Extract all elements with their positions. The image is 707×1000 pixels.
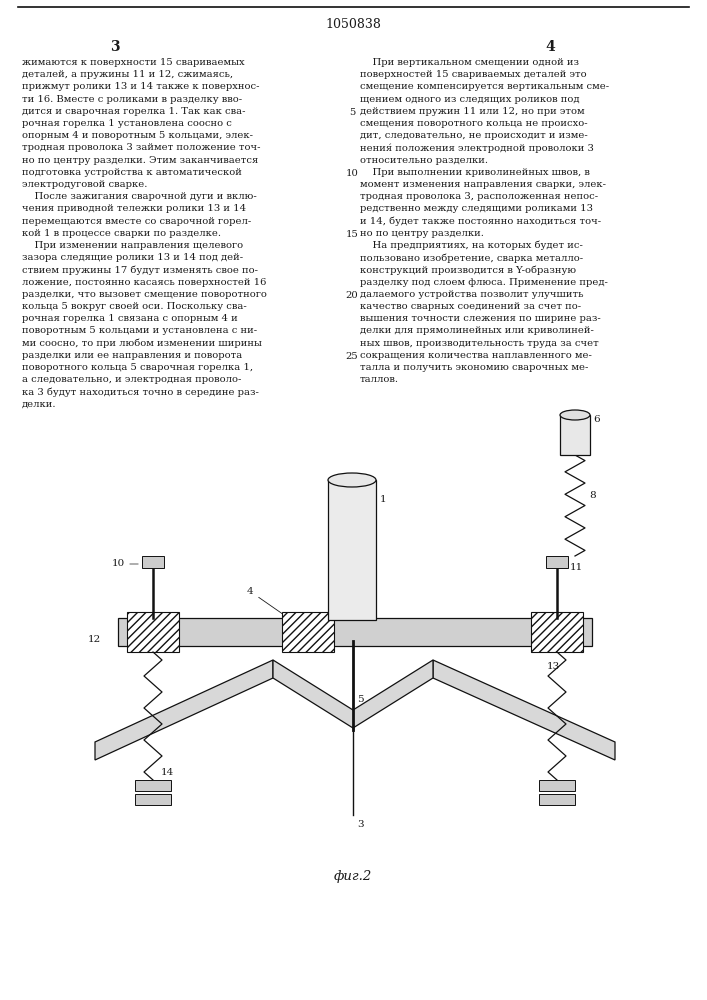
Text: 4: 4 xyxy=(247,587,285,615)
Bar xyxy=(135,794,171,805)
Text: 3: 3 xyxy=(357,820,363,829)
Text: но по центру разделки.: но по центру разделки. xyxy=(360,229,484,238)
Text: 1050838: 1050838 xyxy=(325,18,381,31)
Text: ствием пружины 17 будут изменять свое по-: ствием пружины 17 будут изменять свое по… xyxy=(22,265,258,275)
Bar xyxy=(546,556,568,568)
Text: 5: 5 xyxy=(357,696,363,704)
Text: 25: 25 xyxy=(346,352,358,361)
Text: рочная горелка 1 установлена соосно с: рочная горелка 1 установлена соосно с xyxy=(22,119,232,128)
Text: разделку под слоем флюса. Применение пред-: разделку под слоем флюса. Применение пре… xyxy=(360,278,608,287)
Text: кой 1 в процессе сварки по разделке.: кой 1 в процессе сварки по разделке. xyxy=(22,229,221,238)
Text: нения́ положения электродной проволоки 3: нения́ положения электродной проволоки 3 xyxy=(360,143,594,153)
Text: тродная проволока 3 займет положение точ-: тродная проволока 3 займет положение точ… xyxy=(22,143,260,152)
Text: конструкций производится в Y-образную: конструкций производится в Y-образную xyxy=(360,265,576,275)
Text: тродная проволока 3, расположенная непос-: тродная проволока 3, расположенная непос… xyxy=(360,192,598,201)
Bar xyxy=(328,480,376,620)
Text: таллов.: таллов. xyxy=(360,375,399,384)
Text: 9: 9 xyxy=(570,615,577,624)
Text: сокращения количества наплавленного ме-: сокращения количества наплавленного ме- xyxy=(360,351,592,360)
Text: вышения точности слежения по ширине раз-: вышения точности слежения по ширине раз- xyxy=(360,314,601,323)
Text: прижмут ролики 13 и 14 также к поверхнос-: прижмут ролики 13 и 14 также к поверхнос… xyxy=(22,82,259,91)
Text: 8: 8 xyxy=(589,490,595,499)
Text: качество сварных соединений за счет по-: качество сварных соединений за счет по- xyxy=(360,302,581,311)
Bar xyxy=(127,612,179,652)
Text: подготовка устройства к автоматической: подготовка устройства к автоматической xyxy=(22,168,242,177)
Text: 11: 11 xyxy=(570,564,583,572)
Text: разделки, что вызовет смещение поворотного: разделки, что вызовет смещение поворотно… xyxy=(22,290,267,299)
Text: смещения поворотного кольца не происхо-: смещения поворотного кольца не происхо- xyxy=(360,119,588,128)
Text: поворотным 5 кольцами и установлена с ни-: поворотным 5 кольцами и установлена с ни… xyxy=(22,326,257,335)
Text: опорным 4 и поворотным 5 кольцами, элек-: опорным 4 и поворотным 5 кольцами, элек- xyxy=(22,131,253,140)
Text: 6: 6 xyxy=(593,416,600,424)
Polygon shape xyxy=(433,660,615,760)
Bar xyxy=(135,780,171,791)
Text: делки.: делки. xyxy=(22,400,57,409)
Text: но по центру разделки. Этим заканчивается: но по центру разделки. Этим заканчиваетс… xyxy=(22,156,258,165)
Bar xyxy=(118,618,592,646)
Text: рочная горелка 1 связана с опорным 4 и: рочная горелка 1 связана с опорным 4 и xyxy=(22,314,238,323)
Text: После зажигания сварочной дуги и вклю-: После зажигания сварочной дуги и вклю- xyxy=(22,192,257,201)
Text: 15: 15 xyxy=(346,230,358,239)
Text: 10: 10 xyxy=(346,169,358,178)
Text: 14: 14 xyxy=(161,768,174,777)
Text: 3: 3 xyxy=(110,40,119,54)
Bar xyxy=(539,794,575,805)
Text: 10: 10 xyxy=(112,560,125,568)
Bar xyxy=(560,415,590,455)
Text: талла и получить экономию сварочных ме-: талла и получить экономию сварочных ме- xyxy=(360,363,588,372)
Text: 1: 1 xyxy=(380,495,387,504)
Text: При выполнении криволинейных швов, в: При выполнении криволинейных швов, в xyxy=(360,168,590,177)
Text: 4: 4 xyxy=(545,40,555,54)
Bar xyxy=(282,612,334,652)
Text: чения приводной тележки ролики 13 и 14: чения приводной тележки ролики 13 и 14 xyxy=(22,204,246,213)
Text: ложение, постоянно касаясь поверхностей 16: ложение, постоянно касаясь поверхностей … xyxy=(22,278,267,287)
Text: относительно разделки.: относительно разделки. xyxy=(360,156,488,165)
Text: ка 3 будут находиться точно в середине раз-: ка 3 будут находиться точно в середине р… xyxy=(22,387,259,397)
Ellipse shape xyxy=(560,410,590,420)
Bar xyxy=(142,556,164,568)
Text: и 14, будет также постоянно находиться точ-: и 14, будет также постоянно находиться т… xyxy=(360,217,601,226)
Bar xyxy=(531,612,583,652)
Text: кольца 5 вокруг своей оси. Поскольку сва-: кольца 5 вокруг своей оси. Поскольку сва… xyxy=(22,302,247,311)
Text: деталей, а пружины 11 и 12, сжимаясь,: деталей, а пружины 11 и 12, сжимаясь, xyxy=(22,70,233,79)
Text: ми соосно, то при любом изменении ширины: ми соосно, то при любом изменении ширины xyxy=(22,339,262,348)
Text: ных швов, производительность труда за счет: ных швов, производительность труда за сч… xyxy=(360,339,599,348)
Bar xyxy=(539,780,575,791)
Polygon shape xyxy=(273,660,433,728)
Text: пользовано изобретение, сварка металло-: пользовано изобретение, сварка металло- xyxy=(360,253,583,263)
Ellipse shape xyxy=(328,473,376,487)
Text: далаемого устройства позволит улучшить: далаемого устройства позволит улучшить xyxy=(360,290,583,299)
Text: дит, следовательно, не происходит и изме-: дит, следовательно, не происходит и изме… xyxy=(360,131,588,140)
Text: делки для прямолинейных или криволиней-: делки для прямолинейных или криволиней- xyxy=(360,326,594,335)
Text: фиг.2: фиг.2 xyxy=(334,870,372,883)
Text: 12: 12 xyxy=(88,636,101,645)
Text: ти 16. Вместе с роликами в разделку вво-: ти 16. Вместе с роликами в разделку вво- xyxy=(22,95,242,104)
Text: поверхностей 15 свариваемых деталей это: поверхностей 15 свариваемых деталей это xyxy=(360,70,587,79)
Text: разделки или ее направления и поворота: разделки или ее направления и поворота xyxy=(22,351,243,360)
Text: жимаются к поверхности 15 свариваемых: жимаются к поверхности 15 свариваемых xyxy=(22,58,245,67)
Text: смещение компенсируется вертикальным сме-: смещение компенсируется вертикальным сме… xyxy=(360,82,609,91)
Text: При изменении направления щелевого: При изменении направления щелевого xyxy=(22,241,243,250)
Text: При вертикальном смещении одной из: При вертикальном смещении одной из xyxy=(360,58,579,67)
Polygon shape xyxy=(95,660,273,760)
Text: зазора следящие ролики 13 и 14 под дей-: зазора следящие ролики 13 и 14 под дей- xyxy=(22,253,243,262)
Text: а следовательно, и электродная проволо-: а следовательно, и электродная проволо- xyxy=(22,375,241,384)
Text: момент изменения направления сварки, элек-: момент изменения направления сварки, эле… xyxy=(360,180,606,189)
Text: электродуговой сварке.: электродуговой сварке. xyxy=(22,180,147,189)
Text: поворотного кольца 5 сварочная горелка 1,: поворотного кольца 5 сварочная горелка 1… xyxy=(22,363,253,372)
Text: редственно между следящими роликами 13: редственно между следящими роликами 13 xyxy=(360,204,593,213)
Text: перемещаются вместе со сварочной горел-: перемещаются вместе со сварочной горел- xyxy=(22,217,251,226)
Text: дится и сварочная горелка 1. Так как сва-: дится и сварочная горелка 1. Так как сва… xyxy=(22,107,245,116)
Text: 5: 5 xyxy=(349,108,355,117)
Text: На предприятиях, на которых будет ис-: На предприятиях, на которых будет ис- xyxy=(360,241,583,250)
Text: 13: 13 xyxy=(547,662,560,671)
Text: щением одного из следящих роликов под: щением одного из следящих роликов под xyxy=(360,95,580,104)
Text: действием пружин 11 или 12, но при этом: действием пружин 11 или 12, но при этом xyxy=(360,107,585,116)
Text: 20: 20 xyxy=(346,291,358,300)
